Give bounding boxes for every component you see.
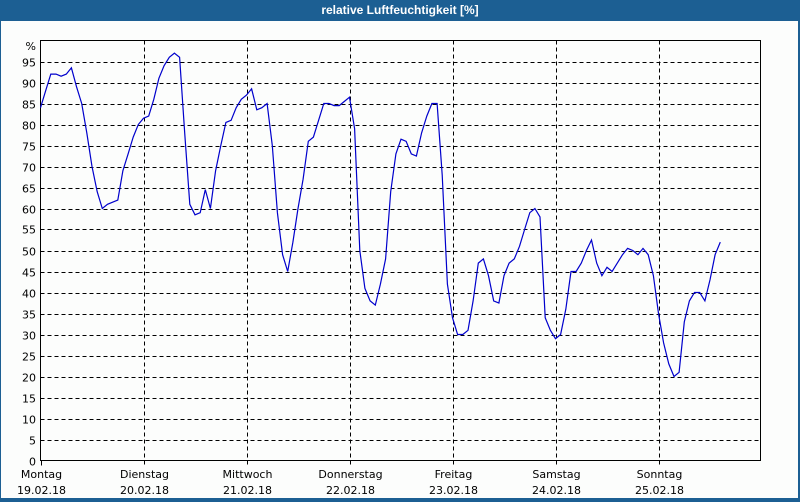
y-tick-label: 45 — [22, 267, 36, 280]
x-tick-date: 20.02.18 — [120, 484, 169, 497]
y-axis-unit: % — [26, 40, 36, 53]
x-tick-date: 23.02.18 — [429, 484, 478, 497]
y-tick-label: 0 — [29, 456, 36, 469]
y-tick-label: 95 — [22, 57, 36, 70]
chart-title: relative Luftfeuchtigkeit [%] — [321, 3, 479, 17]
x-tick-day: Samstag — [532, 468, 580, 481]
x-tick-day: Montag — [21, 468, 62, 481]
humidity-series-line — [39, 52, 721, 378]
y-tick-label: 80 — [22, 120, 36, 133]
y-tick-label: 15 — [22, 393, 36, 406]
y-tick-label: 60 — [22, 204, 36, 217]
x-tick-date: 19.02.18 — [17, 484, 66, 497]
y-tick-label: 10 — [22, 414, 36, 427]
plot-frame — [40, 40, 761, 461]
y-axis: 0 5 10 15 20 25 30 35 40 45 50 55 60 65 70 75 80 85 90 95% — [22, 40, 36, 469]
y-tick-label: 30 — [22, 330, 36, 343]
y-tick-label: 55 — [22, 224, 36, 237]
grid-lines — [40, 40, 761, 466]
x-tick-date: 21.02.18 — [223, 484, 272, 497]
x-tick-day: Freitag — [435, 468, 473, 481]
y-tick-label: 90 — [22, 78, 36, 91]
x-tick-day: Donnerstag — [318, 468, 382, 481]
y-tick-label: 5 — [29, 435, 36, 448]
y-tick-label: 50 — [22, 246, 36, 259]
y-tick-label: 70 — [22, 162, 36, 175]
x-tick-day: Sonntag — [637, 468, 683, 481]
chart-canvas: 0 5 10 15 20 25 30 35 40 45 50 55 60 65 70 75 80 85 90 95% … — [1, 21, 798, 498]
y-tick-label: 20 — [22, 372, 36, 385]
humidity-line-chart: 05101520253035404550556065707580859095% … — [17, 40, 761, 497]
y-tick-label: 75 — [22, 141, 36, 154]
y-tick-label: 85 — [22, 99, 36, 112]
y-tick-label: 65 — [22, 183, 36, 196]
x-tick-date: 25.02.18 — [635, 484, 684, 497]
y-tick-label: 25 — [22, 351, 36, 364]
x-tick-date: 22.02.18 — [326, 484, 375, 497]
x-tick-day: Dienstag — [120, 468, 169, 481]
x-tick-day: Mittwoch — [223, 468, 273, 481]
x-tick-date: 24.02.18 — [532, 484, 581, 497]
y-tick-label: 40 — [22, 288, 36, 301]
x-axis: Montag 19.02.18 Dienstag 20.02.18 Mittwoch 21… — [17, 468, 684, 497]
y-tick-label: 35 — [22, 309, 36, 322]
